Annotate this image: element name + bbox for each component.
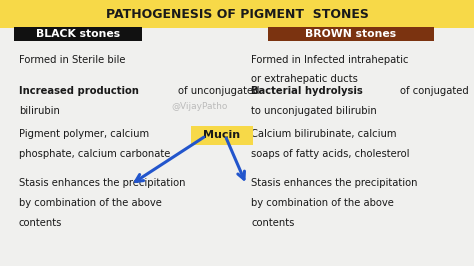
Text: Pigment polymer, calcium: Pigment polymer, calcium — [19, 129, 149, 139]
FancyBboxPatch shape — [268, 27, 434, 41]
Text: phosphate, calcium carbonate: phosphate, calcium carbonate — [19, 149, 170, 159]
Text: Bacterial hydrolysis: Bacterial hydrolysis — [251, 86, 366, 97]
Text: Stasis enhances the precipitation: Stasis enhances the precipitation — [251, 178, 418, 188]
Text: PATHOGENESIS OF PIGMENT  STONES: PATHOGENESIS OF PIGMENT STONES — [106, 8, 368, 20]
FancyBboxPatch shape — [191, 126, 253, 145]
Text: @VijayPatho: @VijayPatho — [171, 102, 227, 111]
Text: Formed in Sterile bile: Formed in Sterile bile — [19, 55, 126, 65]
Text: contents: contents — [19, 218, 63, 228]
Text: BROWN stones: BROWN stones — [305, 29, 396, 39]
Text: Increased production: Increased production — [19, 86, 142, 97]
Text: Stasis enhances the precipitation: Stasis enhances the precipitation — [19, 178, 185, 188]
Text: of unconjugated: of unconjugated — [178, 86, 260, 97]
Text: Calcium bilirubinate, calcium: Calcium bilirubinate, calcium — [251, 129, 397, 139]
Text: soaps of fatty acids, cholesterol: soaps of fatty acids, cholesterol — [251, 149, 410, 159]
Text: contents: contents — [251, 218, 295, 228]
Text: bilirubin: bilirubin — [19, 106, 60, 117]
Text: or extrahepatic ducts: or extrahepatic ducts — [251, 74, 358, 85]
Text: by combination of the above: by combination of the above — [19, 198, 162, 208]
Text: of conjugated: of conjugated — [400, 86, 469, 97]
Text: Mucin: Mucin — [203, 130, 240, 140]
Text: Formed in Infected intrahepatic: Formed in Infected intrahepatic — [251, 55, 409, 65]
FancyBboxPatch shape — [0, 0, 474, 28]
Text: BLACK stones: BLACK stones — [36, 29, 120, 39]
Text: by combination of the above: by combination of the above — [251, 198, 394, 208]
FancyBboxPatch shape — [14, 27, 142, 41]
Text: to unconjugated bilirubin: to unconjugated bilirubin — [251, 106, 377, 117]
